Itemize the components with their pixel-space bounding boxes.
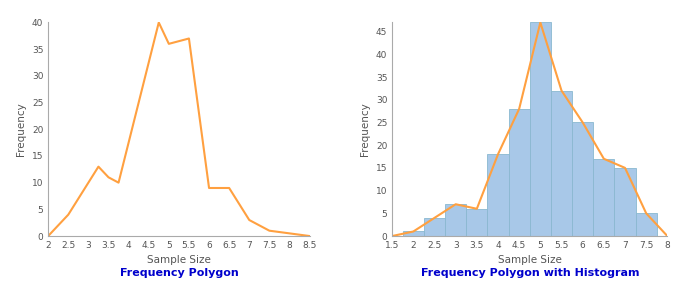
Bar	[551, 91, 572, 236]
Text: Frequency Polygon with Histogram: Frequency Polygon with Histogram	[420, 268, 639, 278]
X-axis label: Sample Size: Sample Size	[498, 255, 561, 266]
Bar	[636, 213, 657, 236]
Bar	[593, 159, 614, 236]
Bar	[445, 204, 466, 236]
Y-axis label: Frequency: Frequency	[17, 102, 26, 156]
Bar	[572, 123, 593, 236]
X-axis label: Sample Size: Sample Size	[147, 255, 211, 266]
Bar	[424, 218, 445, 236]
Bar	[487, 154, 508, 236]
Bar	[466, 209, 487, 236]
Text: Frequency Polygon: Frequency Polygon	[120, 268, 238, 278]
Bar	[614, 168, 636, 236]
Bar	[508, 109, 530, 236]
Bar	[530, 22, 551, 236]
Y-axis label: Frequency: Frequency	[361, 102, 370, 156]
Bar	[402, 232, 424, 236]
